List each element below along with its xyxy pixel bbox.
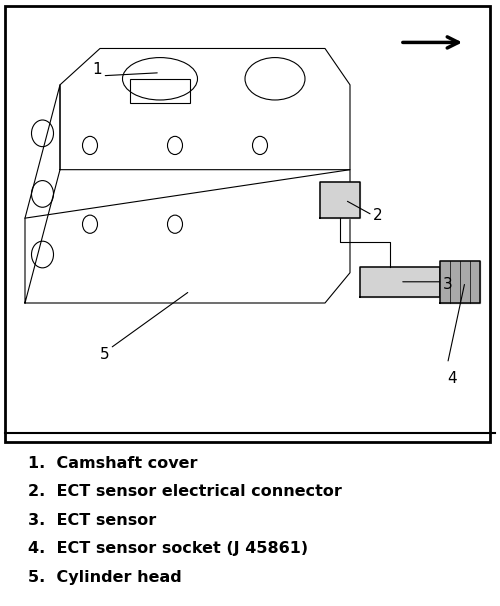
Text: 3.  ECT sensor: 3. ECT sensor [28, 513, 156, 528]
Text: 3: 3 [442, 278, 452, 292]
Text: 1: 1 [92, 62, 102, 77]
Bar [130, 79, 190, 103]
FancyBboxPatch shape [5, 6, 490, 442]
Polygon shape [320, 182, 360, 218]
Text: 5: 5 [100, 347, 110, 362]
Text: 2.  ECT sensor electrical connector: 2. ECT sensor electrical connector [28, 484, 342, 499]
Text: 1.  Camshaft cover: 1. Camshaft cover [28, 456, 197, 471]
Polygon shape [440, 261, 480, 303]
Text: 4: 4 [448, 371, 458, 386]
Text: 2: 2 [372, 208, 382, 222]
Text: 5.  Cylinder head: 5. Cylinder head [28, 570, 181, 585]
Text: 4.  ECT sensor socket (J 45861): 4. ECT sensor socket (J 45861) [28, 541, 307, 556]
Polygon shape [360, 267, 440, 297]
